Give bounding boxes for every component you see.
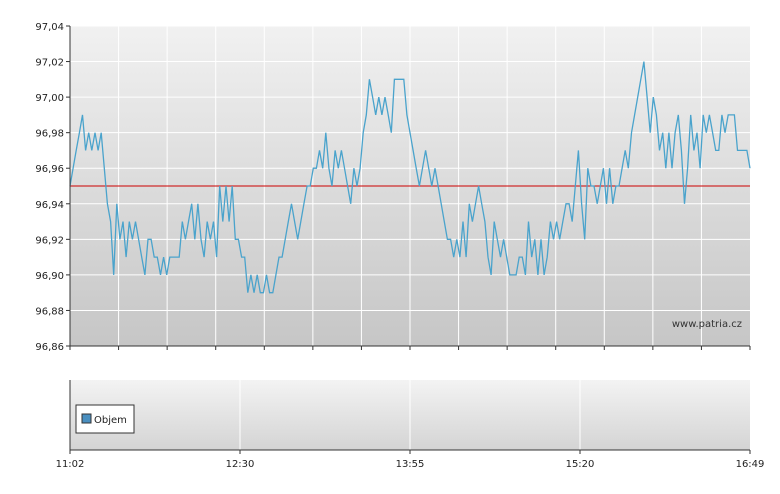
time-tick-label: 12:30: [226, 459, 255, 470]
time-tick-label: 13:55: [396, 459, 425, 470]
price-y-axis-ticks: 96,86 96,88 96,90 96,92 96,94 96,96 96,98 97,00…: [35, 22, 70, 353]
time-tick-label: 11:02: [56, 459, 85, 470]
y-tick-label: 96,94: [35, 200, 64, 211]
y-tick-label: 97,02: [35, 58, 64, 69]
time-tick-label: 15:20: [566, 459, 595, 470]
y-tick-label: 96,98: [35, 129, 64, 140]
legend-swatch: [81, 413, 92, 424]
y-tick-label: 96,92: [35, 235, 64, 246]
time-axis-ticks: 11:02 12:30 13:55 15:20 16:49: [56, 450, 765, 470]
legend-label: Objem: [94, 415, 127, 426]
y-tick-label: 96,96: [35, 164, 64, 175]
y-tick-label: 97,04: [35, 22, 64, 33]
legend-box: [75, 404, 135, 434]
y-tick-label: 97,00: [35, 93, 64, 104]
y-tick-label: 96,86: [35, 342, 64, 353]
volume-gridlines: [239, 380, 581, 450]
legend: Objem: [75, 404, 135, 434]
watermark-text: www.patria.cz: [672, 319, 742, 330]
volume-panel: 11:02 12:30 13:55 15:20 16:49 Objem: [56, 380, 765, 470]
price-x-axis-ticks: [69, 346, 751, 350]
y-tick-label: 96,90: [35, 271, 64, 282]
y-tick-label: 96,88: [35, 306, 64, 317]
price-series-line: [69, 61, 751, 294]
price-panel: 96,86 96,88 96,90 96,92 96,94 96,96 96,98 97,00…: [35, 22, 751, 353]
time-tick-label: 16:49: [736, 459, 765, 470]
